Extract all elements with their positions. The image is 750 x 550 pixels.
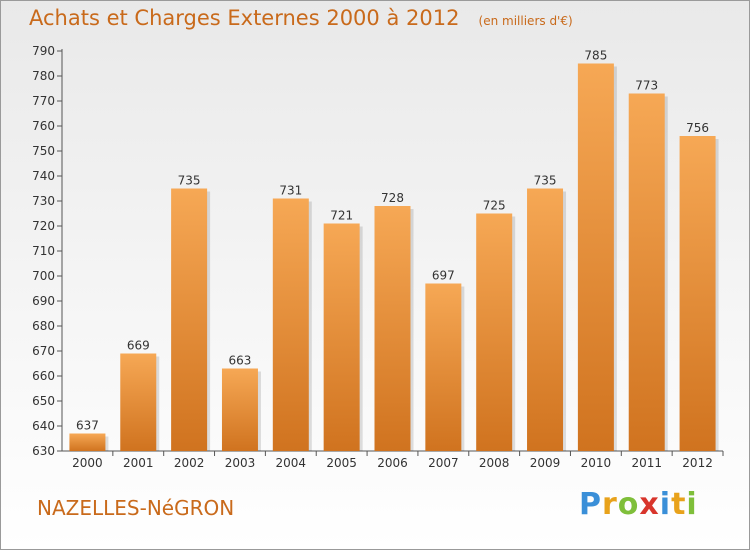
chart-labels: 637 2000 669 2001 735 2002 663 2003 731 2004 721 20…	[72, 49, 713, 471]
y-tick-label: 660	[32, 369, 55, 383]
bar-2004	[272, 198, 309, 451]
logo-letter: x	[639, 487, 660, 522]
bar-2001	[120, 353, 157, 451]
proxiti-logo: Proxiti	[579, 487, 698, 522]
data-label-2012: 756	[686, 121, 709, 135]
data-label-2010: 785	[584, 49, 607, 63]
x-tick-label-2001: 2001	[123, 456, 154, 470]
logo-letter: o	[617, 487, 640, 522]
y-tick-label: 670	[32, 344, 55, 358]
location-name: NAZELLES-NéGRON	[37, 496, 235, 520]
logo-letter: r	[602, 487, 618, 522]
data-label-2002: 735	[178, 174, 201, 188]
y-tick-label: 650	[32, 394, 55, 408]
logo-letter: i	[659, 487, 672, 522]
y-tick-label: 710	[32, 244, 55, 258]
data-label-2007: 697	[432, 269, 455, 283]
data-label-2004: 731	[279, 184, 302, 198]
y-tick-label: 740	[32, 169, 55, 183]
data-label-2008: 725	[483, 199, 506, 213]
x-tick-label-2011: 2011	[631, 456, 662, 470]
bar-2003	[221, 368, 258, 451]
y-tick-label: 760	[32, 119, 55, 133]
data-label-2006: 728	[381, 191, 404, 205]
y-tick-label: 750	[32, 144, 55, 158]
x-tick-label-2008: 2008	[479, 456, 510, 470]
y-tick-label: 630	[32, 444, 55, 458]
bar-2006	[374, 206, 411, 451]
chart-bars	[69, 63, 719, 451]
y-tick-label: 690	[32, 294, 55, 308]
bar-2007	[425, 283, 462, 451]
data-label-2009: 735	[534, 174, 557, 188]
x-tick-label-2010: 2010	[581, 456, 612, 470]
y-tick-label: 770	[32, 94, 55, 108]
title-row: Achats et Charges Externes 2000 à 2012 (…	[29, 6, 573, 30]
bar-2012	[679, 136, 716, 451]
bar-2000	[69, 433, 106, 451]
y-tick-label: 730	[32, 194, 55, 208]
x-tick-label-2002: 2002	[174, 456, 205, 470]
x-tick-label-2005: 2005	[326, 456, 357, 470]
bar-2008	[476, 213, 513, 451]
x-tick-label-2003: 2003	[225, 456, 256, 470]
data-label-2001: 669	[127, 339, 150, 353]
bar-2002	[171, 188, 208, 451]
x-tick-label-2004: 2004	[276, 456, 307, 470]
data-label-2011: 773	[635, 79, 658, 93]
x-tick-label-2009: 2009	[530, 456, 561, 470]
chart-unit: (en milliers d'€)	[478, 14, 573, 28]
data-label-2003: 663	[229, 354, 252, 368]
y-tick-label: 680	[32, 319, 55, 333]
x-tick-label-2007: 2007	[428, 456, 459, 470]
bar-2005	[323, 223, 360, 451]
data-label-2000: 637	[76, 419, 99, 433]
bar-2009	[527, 188, 564, 451]
y-tick-label: 780	[32, 69, 55, 83]
logo-letter: P	[579, 487, 602, 522]
chart-axes: 630 640 650 660 670 680 690 700 710 720 730 740 750 7…	[32, 44, 724, 458]
y-tick-label: 700	[32, 269, 55, 283]
x-tick-label-2006: 2006	[377, 456, 408, 470]
logo-letter: t	[671, 487, 687, 522]
x-tick-label-2000: 2000	[72, 456, 103, 470]
logo-letter: i	[686, 487, 698, 522]
y-tick-label: 640	[32, 419, 55, 433]
y-tick-label: 720	[32, 219, 55, 233]
bar-2010	[577, 63, 614, 451]
y-tick-label: 790	[32, 44, 55, 58]
bar-2011	[628, 93, 665, 451]
data-label-2005: 721	[330, 209, 353, 223]
x-tick-label-2012: 2012	[682, 456, 713, 470]
chart-title: Achats et Charges Externes 2000 à 2012	[29, 6, 460, 30]
